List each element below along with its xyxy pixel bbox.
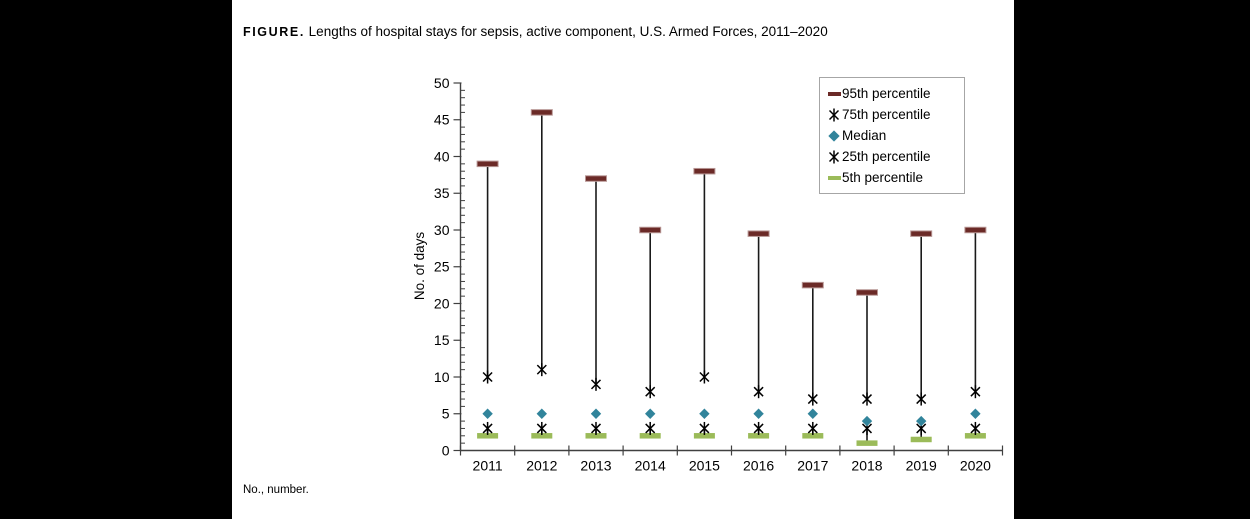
legend-item-75th: 75th percentile <box>826 104 960 125</box>
diamond-marker <box>970 408 981 419</box>
star-marker <box>590 421 602 435</box>
diamond-marker <box>699 408 710 419</box>
diamond-marker <box>536 408 547 419</box>
star-marker <box>536 421 547 435</box>
star-marker <box>699 421 710 435</box>
y-tick-label: 45 <box>434 112 450 128</box>
x-tick-label: 2016 <box>743 458 774 474</box>
dash-5th-icon <box>826 175 842 180</box>
star-marker <box>807 392 818 406</box>
dash-marker <box>585 433 607 439</box>
dash-marker <box>531 433 553 439</box>
diamond-marker <box>590 408 602 419</box>
x-tick-label: 2020 <box>960 458 991 474</box>
x-tick-label: 2017 <box>797 458 828 474</box>
star-marker <box>699 370 710 384</box>
figure-label: FIGURE. <box>243 25 305 39</box>
diamond-median-icon <box>826 129 842 142</box>
figure-title: FIGURE. Lengths of hospital stays for se… <box>243 24 1003 39</box>
plot-area: 0 5 10 15 20 25 30 35 40 45 50 2011 2012 2013 2014 2015… <box>434 75 1004 474</box>
dash-marker <box>639 226 662 234</box>
legend-item-median: Median <box>826 125 960 146</box>
star-marker <box>753 421 764 435</box>
dash-marker <box>748 433 770 439</box>
x-tick-label: 2019 <box>906 458 937 474</box>
star-marker <box>645 421 656 435</box>
y-tick-label: 30 <box>434 222 450 238</box>
y-tick-label: 20 <box>434 295 450 311</box>
y-tick-label: 15 <box>434 332 450 348</box>
star-marker <box>590 377 602 391</box>
y-tick-label: 5 <box>442 406 450 422</box>
dash-marker <box>801 281 824 289</box>
dash-marker <box>747 230 770 237</box>
x-tick-label: 2014 <box>635 458 666 474</box>
diamond-marker <box>861 415 873 427</box>
dash-marker <box>964 433 986 439</box>
legend-label: 95th percentile <box>842 86 931 101</box>
legend-label: 25th percentile <box>842 149 931 164</box>
star-marker <box>482 370 493 384</box>
diamond-marker <box>753 408 764 419</box>
star-marker <box>916 392 927 406</box>
legend-label: Median <box>842 128 887 143</box>
star-marker <box>807 421 818 435</box>
legend-item-95th: 95th percentile <box>826 83 960 104</box>
legend-item-5th: 5th percentile <box>826 167 960 188</box>
y-tick-label: 50 <box>434 75 450 91</box>
dash-95th-icon <box>826 91 842 96</box>
diamond-marker <box>807 408 818 419</box>
dash-marker <box>856 440 878 446</box>
x-tick-label: 2015 <box>689 458 720 474</box>
diamond-marker <box>645 408 656 419</box>
legend-label: 75th percentile <box>842 107 931 122</box>
star-marker <box>861 392 873 406</box>
dash-marker <box>693 433 715 439</box>
dash-marker <box>910 436 932 443</box>
star-marker <box>482 421 493 435</box>
diamond-marker <box>916 415 927 427</box>
x-tick-label: 2012 <box>526 458 557 474</box>
dash-marker <box>477 433 499 439</box>
star-marker <box>753 385 764 399</box>
y-tick-label: 35 <box>434 185 450 201</box>
x-tick-label: 2013 <box>580 458 611 474</box>
star-marker <box>645 385 656 399</box>
dash-marker <box>802 433 824 439</box>
legend-label: 5th percentile <box>842 170 924 185</box>
dash-marker <box>476 160 499 168</box>
y-tick-label: 40 <box>434 148 450 164</box>
dash-marker <box>910 230 933 237</box>
diamond-marker <box>482 408 493 419</box>
y-tick-label: 10 <box>434 369 450 385</box>
star-25th-icon <box>826 150 842 164</box>
x-tick-label: 2018 <box>851 458 882 474</box>
dash-marker <box>530 109 553 116</box>
figure-title-text: Lengths of hospital stays for sepsis, ac… <box>308 24 828 39</box>
star-marker <box>970 385 981 399</box>
y-axis-title: No. of days <box>412 232 427 301</box>
dash-marker <box>964 226 987 234</box>
dash-marker <box>693 167 716 175</box>
star-marker <box>970 421 981 435</box>
dash-marker <box>856 289 878 296</box>
x-tick-label: 2011 <box>473 458 503 474</box>
y-tick-label: 0 <box>442 442 450 458</box>
y-tick-label: 25 <box>434 259 450 275</box>
dash-marker <box>585 175 607 182</box>
star-marker <box>536 363 547 377</box>
chart-legend: 95th percentile 75th percentile Median 2… <box>819 77 965 194</box>
footnote: No., number. <box>243 484 309 496</box>
dash-marker <box>639 433 661 439</box>
star-75th-icon <box>826 108 842 122</box>
legend-item-25th: 25th percentile <box>826 146 960 167</box>
